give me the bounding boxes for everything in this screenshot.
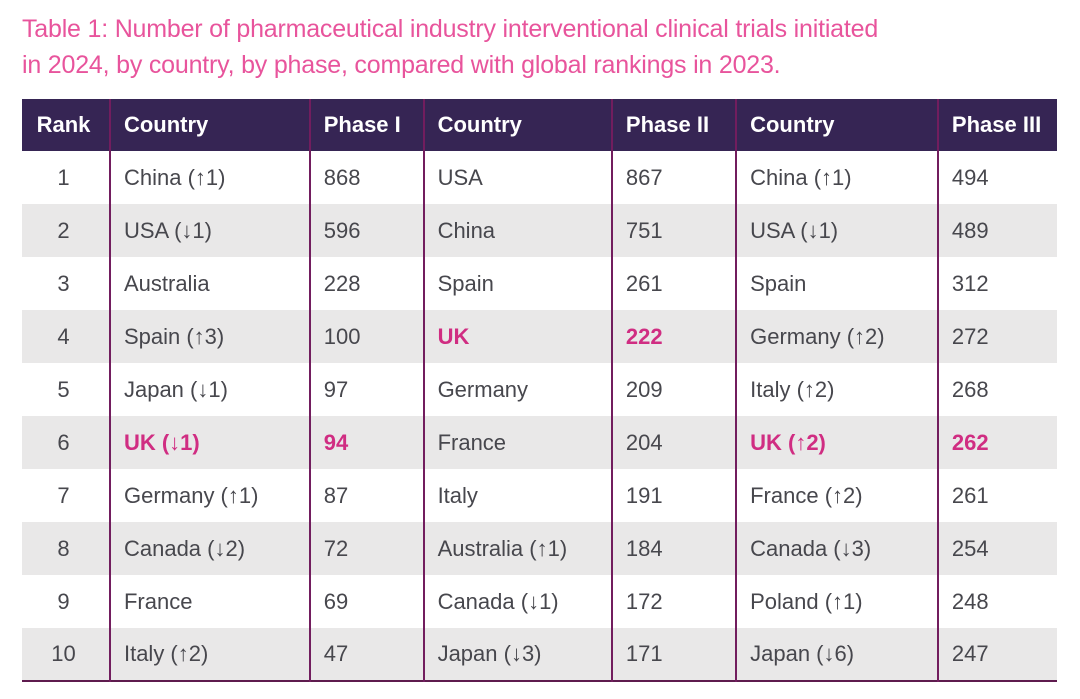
cell-phase1-country: Spain (↑3) xyxy=(109,310,311,363)
cell-phase2-value: 184 xyxy=(611,522,738,575)
table-caption: Table 1: Number of pharmaceutical indust… xyxy=(22,12,1057,83)
report-page: Table 1: Number of pharmaceutical indust… xyxy=(22,12,1057,682)
table-row: 10 Italy (↑2) 47 Japan (↓3) 171 Japan (↓… xyxy=(22,628,1057,681)
cell-phase3-country: France (↑2) xyxy=(736,469,939,522)
cell-phase2-country: USA xyxy=(423,151,613,204)
table-row: 2 USA (↓1) 596 China 751 USA (↓1) 489 xyxy=(22,204,1057,257)
cell-phase1-value: 228 xyxy=(309,257,425,310)
cell-phase3-country: Germany (↑2) xyxy=(736,310,939,363)
cell-phase1-country: France xyxy=(109,575,311,628)
cell-phase1-value: 87 xyxy=(309,469,425,522)
header-rank: Rank xyxy=(22,99,111,151)
table-caption-line1: Table 1: Number of pharmaceutical indust… xyxy=(22,15,879,43)
cell-phase1-country: USA (↓1) xyxy=(109,204,311,257)
cell-phase3-value: 247 xyxy=(951,641,989,666)
cell-phase3-value: 489 xyxy=(951,217,989,243)
cell-phase2-country: Germany xyxy=(423,363,613,416)
cell-phase2-value: 261 xyxy=(611,257,738,310)
cell-phase2-country: China xyxy=(423,204,613,257)
cell-phase2-value: 204 xyxy=(611,416,738,469)
cell-phase3-country: Italy (↑2) xyxy=(736,363,939,416)
cell-phase2-country: Canada (↓1) xyxy=(423,575,613,628)
table-row: 8 Canada (↓2) 72 Australia (↑1) 184 Cana… xyxy=(22,522,1057,575)
cell-phase1-value: 596 xyxy=(309,204,425,257)
cell-phase2-country: Italy xyxy=(423,469,613,522)
cell-phase3-country-highlighted: UK (↑2) xyxy=(736,416,939,469)
cell-rank: 3 xyxy=(22,257,111,310)
cell-phase1-value: 72 xyxy=(309,522,425,575)
cell-rank: 4 xyxy=(22,310,111,363)
trials-table: Rank Country Phase I Country Phase II Co… xyxy=(22,99,1057,682)
cell-phase1-value-highlighted: 94 xyxy=(309,416,425,469)
header-phase3: Phase III xyxy=(937,99,1057,151)
cell-phase2-value: 171 xyxy=(611,628,738,681)
header-country-phase3: Country xyxy=(736,99,939,151)
cell-phase1-country: China (↑1) xyxy=(109,151,311,204)
header-country-phase2: Country xyxy=(423,99,613,151)
cell-rank: 6 xyxy=(22,416,111,469)
cell-rank: 7 xyxy=(22,469,111,522)
header-phase1: Phase I xyxy=(309,99,425,151)
cell-phase2-country-highlighted: UK xyxy=(423,310,613,363)
cell-rank: 2 xyxy=(22,204,111,257)
header-country-phase1: Country xyxy=(109,99,311,151)
table-row: 5 Japan (↓1) 97 Germany 209 Italy (↑2) 2… xyxy=(22,363,1057,416)
cell-phase1-country-highlighted: UK (↓1) xyxy=(109,416,311,469)
cell-phase2-value-highlighted: 222 xyxy=(611,310,738,363)
cell-phase1-value: 97 xyxy=(309,363,425,416)
cell-phase3-value: 261 xyxy=(951,482,989,508)
cell-phase1-country: Australia xyxy=(109,257,311,310)
cell-rank: 5 xyxy=(22,363,111,416)
table-row: 4 Spain (↑3) 100 UK 222 Germany (↑2) 272 xyxy=(22,310,1057,363)
cell-phase2-value: 191 xyxy=(611,469,738,522)
cell-phase1-country: Italy (↑2) xyxy=(109,628,311,681)
cell-phase3-value: 312 xyxy=(951,270,989,296)
cell-phase2-country: Australia (↑1) xyxy=(423,522,613,575)
cell-phase3-country: Canada (↓3) xyxy=(736,522,939,575)
cell-phase1-value: 69 xyxy=(309,575,425,628)
cell-rank: 1 xyxy=(22,151,111,204)
table-row: 3 Australia 228 Spain 261 Spain 312 xyxy=(22,257,1057,310)
table-row: 1 China (↑1) 868 USA 867 China (↑1) 494 xyxy=(22,151,1057,204)
cell-phase1-country: Japan (↓1) xyxy=(109,363,311,416)
cell-phase3-value: 248 xyxy=(951,588,989,614)
table-row: 7 Germany (↑1) 87 Italy 191 France (↑2) … xyxy=(22,469,1057,522)
cell-phase2-country: France xyxy=(423,416,613,469)
cell-phase2-value: 867 xyxy=(611,151,738,204)
cell-phase3-value: 268 xyxy=(951,376,989,402)
cell-phase2-country: Japan (↓3) xyxy=(423,628,613,681)
cell-phase3-country: China (↑1) xyxy=(736,151,939,204)
cell-phase1-country: Canada (↓2) xyxy=(109,522,311,575)
cell-rank: 9 xyxy=(22,575,111,628)
cell-phase3-value: 272 xyxy=(951,323,989,349)
cell-rank: 8 xyxy=(22,522,111,575)
cell-phase1-value: 868 xyxy=(309,151,425,204)
header-row: Rank Country Phase I Country Phase II Co… xyxy=(22,99,1057,151)
cell-phase3-country: USA (↓1) xyxy=(736,204,939,257)
cell-phase3-country: Japan (↓6) xyxy=(736,628,939,681)
cell-phase3-value-highlighted: 262 xyxy=(951,429,989,455)
header-phase2: Phase II xyxy=(611,99,738,151)
cell-phase1-value: 47 xyxy=(309,628,425,681)
cell-phase2-value: 209 xyxy=(611,363,738,416)
table-caption-line2: in 2024, by country, by phase, compared … xyxy=(22,50,781,79)
cell-phase3-value: 494 xyxy=(951,164,989,190)
cell-phase2-value: 172 xyxy=(611,575,738,628)
cell-phase2-value: 751 xyxy=(611,204,738,257)
table-row: 9 France 69 Canada (↓1) 172 Poland (↑1) … xyxy=(22,575,1057,628)
cell-phase3-value: 254 xyxy=(951,535,989,561)
cell-phase1-country: Germany (↑1) xyxy=(109,469,311,522)
cell-phase3-country: Poland (↑1) xyxy=(736,575,939,628)
cell-rank: 10 xyxy=(22,628,111,681)
cell-phase3-country: Spain xyxy=(736,257,939,310)
table-row: 6 UK (↓1) 94 France 204 UK (↑2) 262 xyxy=(22,416,1057,469)
cell-phase2-country: Spain xyxy=(423,257,613,310)
cell-phase1-value: 100 xyxy=(309,310,425,363)
